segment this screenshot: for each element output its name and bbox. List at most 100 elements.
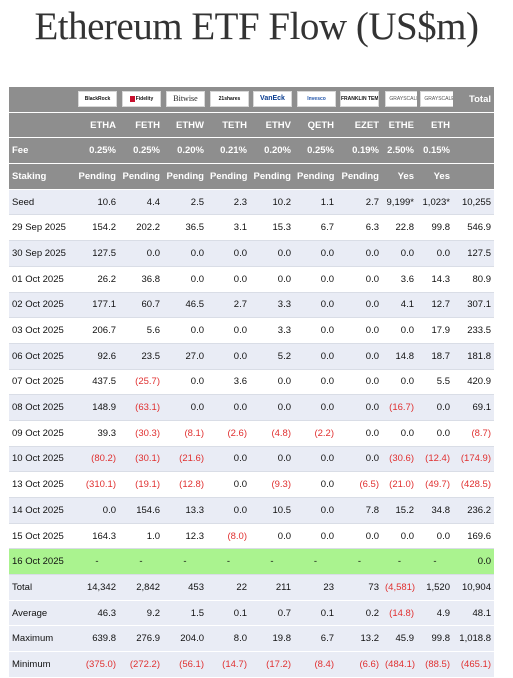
row-date: 07 Oct 2025 bbox=[9, 369, 75, 396]
flow-cell: 9,199* bbox=[382, 189, 417, 216]
summary-total: (465.1) bbox=[453, 651, 494, 678]
row-total: 307.1 bbox=[453, 292, 494, 319]
issuer-cell: GRAYSCALE bbox=[382, 87, 417, 113]
flow-cell: 3.6 bbox=[207, 369, 250, 396]
flow-row: 06 Oct 2025 92.6 23.5 27.0 0.0 5.2 0.0 0.0 14.8 1… bbox=[9, 343, 494, 370]
flow-cell: 13.3 bbox=[163, 497, 207, 524]
flow-cell: 0.0 bbox=[294, 240, 337, 267]
flow-cell: (21.6) bbox=[163, 446, 207, 473]
flow-cell: 0.0 bbox=[294, 343, 337, 370]
summary-cell: 23 bbox=[294, 574, 337, 601]
summary-row: Minimum (375.0) (272.2) (56.1) (14.7) (17.2)(… bbox=[9, 651, 494, 678]
flow-cell: 437.5 bbox=[75, 369, 119, 396]
row-date: 15 Oct 2025 bbox=[9, 523, 75, 550]
issuer-cell: FRANKLIN TEMPLETON bbox=[337, 87, 382, 113]
flow-cell: 0.0 bbox=[382, 369, 417, 396]
summary-cell: 8.0 bbox=[207, 625, 250, 653]
summary-cell: 453 bbox=[163, 574, 207, 601]
flow-cell: 0.0 bbox=[337, 523, 382, 550]
row-total: 69.1 bbox=[453, 394, 494, 421]
flow-cell: 0.0 bbox=[207, 343, 250, 370]
flow-cell: 5.2 bbox=[250, 343, 294, 370]
row-total: (174.9) bbox=[453, 446, 494, 473]
summary-cell: 14,342 bbox=[75, 574, 119, 601]
flow-cell: 14.3 bbox=[417, 266, 453, 293]
flow-cell: - bbox=[163, 548, 207, 576]
flow-cell: 0.0 bbox=[207, 471, 250, 498]
summary-cell: (4,581) bbox=[382, 574, 417, 601]
flow-row: 13 Oct 2025 (310.1) (19.1) (12.8) 0.0 (9.3) 0.… bbox=[9, 471, 494, 498]
flow-cell: 0.0 bbox=[207, 240, 250, 267]
flow-cell: (49.7) bbox=[417, 471, 453, 498]
issuer-name: GRAYSCALE bbox=[389, 96, 417, 103]
fee-cell: 0.25% bbox=[294, 137, 337, 165]
flow-cell: (21.0) bbox=[382, 471, 417, 498]
flow-cell: 5.6 bbox=[119, 317, 163, 344]
row-total: 127.5 bbox=[453, 240, 494, 267]
flow-cell: 1.0 bbox=[119, 523, 163, 550]
fidelity-mark-icon bbox=[129, 96, 135, 103]
flow-row: 15 Oct 2025 164.3 1.0 12.3 (8.0) 0.0 0.0 0.0 0.0… bbox=[9, 523, 494, 550]
staking-cell: Pending bbox=[163, 163, 207, 190]
flow-cell: 0.0 bbox=[250, 394, 294, 421]
flow-cell: 1,023* bbox=[417, 189, 453, 216]
ticker-total-cell bbox=[453, 112, 494, 139]
row-date: Seed bbox=[9, 189, 75, 216]
flow-cell: 0.0 bbox=[119, 240, 163, 267]
flow-cell: 10.6 bbox=[75, 189, 119, 216]
summary-cell: (8.4) bbox=[294, 651, 337, 678]
flow-cell: 0.0 bbox=[207, 394, 250, 421]
flow-cell: 0.0 bbox=[250, 369, 294, 396]
franklin-templeton-logo: FRANKLIN TEMPLETON bbox=[340, 91, 379, 108]
staking-cell: Yes bbox=[417, 163, 453, 190]
summary-total: 1,018.8 bbox=[453, 625, 494, 653]
flow-cell: 0.0 bbox=[207, 446, 250, 473]
flow-cell: - bbox=[337, 548, 382, 576]
flow-cell: 0.0 bbox=[294, 369, 337, 396]
summary-cell: (484.1) bbox=[382, 651, 417, 678]
row-date: 09 Oct 2025 bbox=[9, 420, 75, 447]
row-total: 169.6 bbox=[453, 523, 494, 550]
flow-cell: 0.0 bbox=[163, 317, 207, 344]
flow-cell: (8.0) bbox=[207, 523, 250, 550]
flow-cell: (6.5) bbox=[337, 471, 382, 498]
flow-row: 01 Oct 2025 26.2 36.8 0.0 0.0 0.0 0.0 0.0 3.6 14.… bbox=[9, 266, 494, 293]
staking-cell: Pending bbox=[250, 163, 294, 190]
flow-cell: 2.3 bbox=[207, 189, 250, 216]
flow-cell: 18.7 bbox=[417, 343, 453, 370]
flow-cell: 0.0 bbox=[337, 317, 382, 344]
staking-cell: Pending bbox=[75, 163, 119, 190]
summary-label: Maximum bbox=[9, 625, 75, 653]
row-total: 236.2 bbox=[453, 497, 494, 524]
issuer-name: Fidelity bbox=[135, 96, 154, 103]
summary-cell: 19.8 bbox=[250, 625, 294, 653]
flow-cell: - bbox=[207, 548, 250, 576]
flow-cell: 0.0 bbox=[294, 292, 337, 319]
ticker-row: ETHA FETH ETHW TETH ETHV QETH EZET ETHE ETH bbox=[9, 112, 494, 139]
summary-row: Average 46.3 9.2 1.5 0.1 0.7 0.1 0.2 (14.8) 4.9 48… bbox=[9, 600, 494, 627]
row-total: 0.0 bbox=[453, 548, 494, 576]
flow-cell: 148.9 bbox=[75, 394, 119, 421]
summary-cell: (17.2) bbox=[250, 651, 294, 678]
row-date: 16 Oct 2025 bbox=[9, 548, 75, 576]
flow-cell: 164.3 bbox=[75, 523, 119, 550]
summary-label: Total bbox=[9, 574, 75, 601]
summary-cell: (375.0) bbox=[75, 651, 119, 678]
flow-cell: (25.7) bbox=[119, 369, 163, 396]
flow-row: 30 Sep 2025 127.5 0.0 0.0 0.0 0.0 0.0 0.0 0.0 0.0… bbox=[9, 240, 494, 267]
flow-cell: 0.0 bbox=[163, 240, 207, 267]
fee-cell: 0.25% bbox=[119, 137, 163, 165]
summary-cell: 4.9 bbox=[417, 600, 453, 627]
flow-cell: (9.3) bbox=[250, 471, 294, 498]
flow-cell: 34.8 bbox=[417, 497, 453, 524]
fee-cell: 2.50% bbox=[382, 137, 417, 165]
issuer-name: VanEck bbox=[260, 95, 285, 103]
summary-cell: 6.7 bbox=[294, 625, 337, 653]
21shares-logo: 21shares bbox=[210, 91, 249, 108]
flow-cell: 0.0 bbox=[207, 497, 250, 524]
vaneck-logo: VanEck bbox=[253, 91, 292, 108]
flow-cell: 36.5 bbox=[163, 214, 207, 242]
fee-total-cell bbox=[453, 137, 494, 165]
flow-cell: 0.0 bbox=[294, 523, 337, 550]
header-corner-cell bbox=[9, 87, 75, 113]
